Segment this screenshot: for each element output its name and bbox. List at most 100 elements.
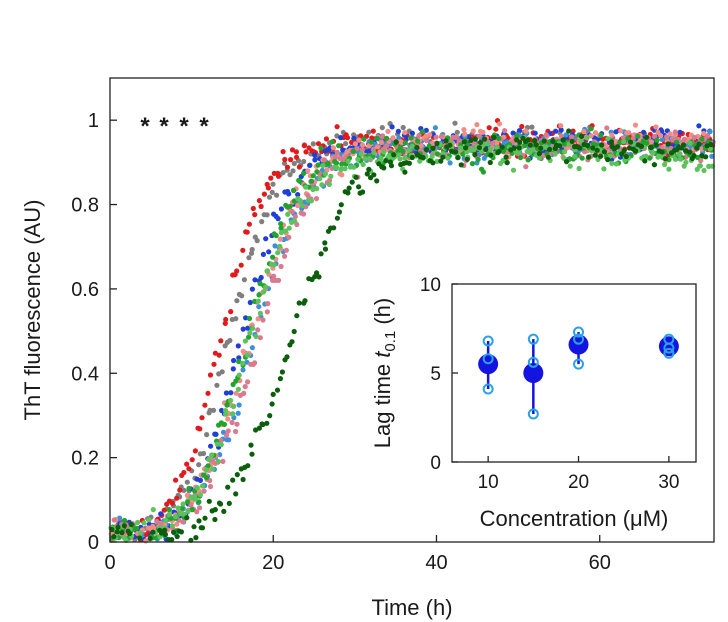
data-point [500,148,506,154]
data-point [268,175,274,181]
data-point [604,125,610,131]
data-point [205,390,211,396]
data-point [200,450,207,457]
data-point [678,156,684,162]
data-point [236,358,242,365]
data-point [402,169,408,175]
data-point [409,154,415,161]
data-point [295,192,301,198]
inset-replicate-point [663,347,675,359]
data-point [168,515,174,521]
data-point [384,143,390,149]
data-point [235,386,241,392]
data-point [453,149,459,155]
data-point [296,164,302,170]
data-point [111,517,117,523]
data-point [642,158,648,164]
data-point [270,181,276,187]
data-point [252,212,258,218]
data-point [650,150,656,156]
data-point [301,143,307,149]
data-point [598,132,604,138]
data-point [395,128,401,134]
data-point [644,134,650,140]
data-point [662,156,668,162]
data-point [292,214,298,220]
data-point [468,137,474,143]
data-point [461,139,467,145]
data-point [226,500,232,506]
data-point [338,202,344,208]
data-point [121,523,127,529]
data-point [353,174,359,180]
data-point [115,524,121,530]
data-point [285,211,291,217]
data-point [280,170,286,176]
inset-y-label-end: (h) [370,298,395,331]
data-point [672,129,678,135]
data-point [586,154,592,160]
data-point [181,469,187,476]
data-point [620,135,627,141]
data-point [286,234,292,240]
data-point [406,147,412,153]
data-point [196,499,202,505]
data-point [494,144,500,150]
data-point [433,134,439,140]
data-point [249,345,255,351]
data-point [184,461,190,467]
data-point [222,320,228,326]
data-point [296,300,302,306]
data-point [592,130,599,136]
data-point [321,157,327,163]
data-point [510,167,517,173]
data-point [189,507,195,513]
data-point [455,154,461,161]
data-point [233,390,239,396]
data-point [246,221,252,227]
data-point [581,128,587,135]
data-point [174,495,180,501]
data-point [310,141,316,147]
data-point [271,262,277,268]
data-point [173,514,179,520]
significance-star-black: * [199,113,209,140]
data-point [197,426,203,432]
data-point [240,360,246,366]
data-point [585,142,591,149]
data-point [553,128,559,134]
data-point [256,198,262,204]
data-point [291,187,297,194]
data-point [308,198,314,204]
data-point [196,462,202,468]
data-point [379,125,385,131]
data-point [257,281,263,287]
data-point [400,124,406,131]
data-point [480,129,486,135]
data-point [336,209,342,215]
inset-y-tick-label: 0 [430,453,441,474]
data-point [454,129,460,135]
data-point [269,401,275,407]
main-x-axis-label: Time (h) [371,595,452,620]
data-point [222,408,229,414]
data-point [223,432,230,438]
data-point [635,133,641,139]
data-point [674,139,680,145]
data-point [256,292,262,298]
data-point [322,246,329,252]
data-point [374,135,380,141]
data-point [264,309,270,315]
data-point [576,165,582,172]
data-point [503,154,509,160]
data-point [667,131,673,137]
data-point [191,524,197,530]
data-point [366,156,372,162]
data-point [516,145,522,151]
data-point [374,178,380,184]
data-point [389,124,395,130]
data-point [147,535,153,542]
data-point [193,535,199,541]
data-point [541,138,547,144]
data-point [225,428,231,434]
